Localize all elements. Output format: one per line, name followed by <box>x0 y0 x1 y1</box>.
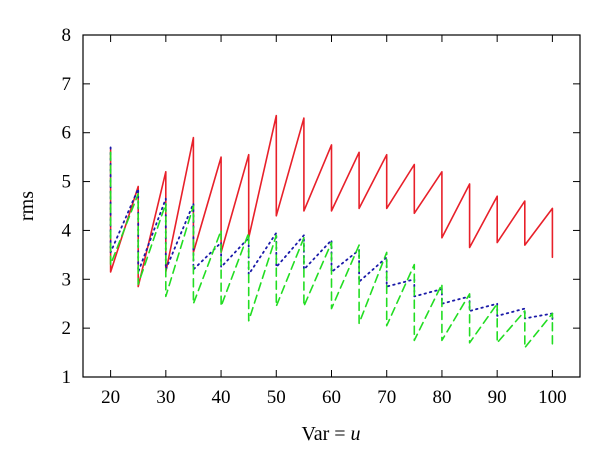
x-tick-labels: 20 30 40 50 60 70 80 90 100 <box>101 387 567 408</box>
x-tick-label: 60 <box>322 387 341 408</box>
y-tick-label: 5 <box>62 172 72 193</box>
x-tick-label: 90 <box>488 387 507 408</box>
y-tick-label: 7 <box>62 74 72 95</box>
x-tick-label: 70 <box>377 387 396 408</box>
x-tick-label: 20 <box>101 387 120 408</box>
x-axis-label-text: Var = <box>301 423 350 445</box>
y-tick-label: 8 <box>62 25 72 46</box>
x-tick-label: 30 <box>156 387 175 408</box>
x-tick-label: 100 <box>538 387 567 408</box>
x-tick-label: 40 <box>212 387 231 408</box>
y-tick-label: 4 <box>62 220 72 241</box>
x-axis-label: Var = u <box>301 423 360 445</box>
x-tick-label: 80 <box>432 387 451 408</box>
x-tick-label: 50 <box>267 387 286 408</box>
y-tick-label: 2 <box>62 318 72 339</box>
series-line-3 <box>109 151 554 349</box>
ticks <box>83 34 580 378</box>
x-axis-label-variable: u <box>351 423 361 445</box>
y-tick-label: 1 <box>62 367 72 388</box>
y-axis-label: rms <box>16 191 38 221</box>
series-line-2 <box>109 146 554 322</box>
series-line-1 <box>109 114 554 288</box>
y-tick-labels: 1 2 3 4 5 6 7 8 <box>62 25 72 388</box>
series-lines <box>109 114 554 349</box>
y-tick-label: 3 <box>62 269 72 290</box>
y-tick-label: 6 <box>62 123 72 144</box>
